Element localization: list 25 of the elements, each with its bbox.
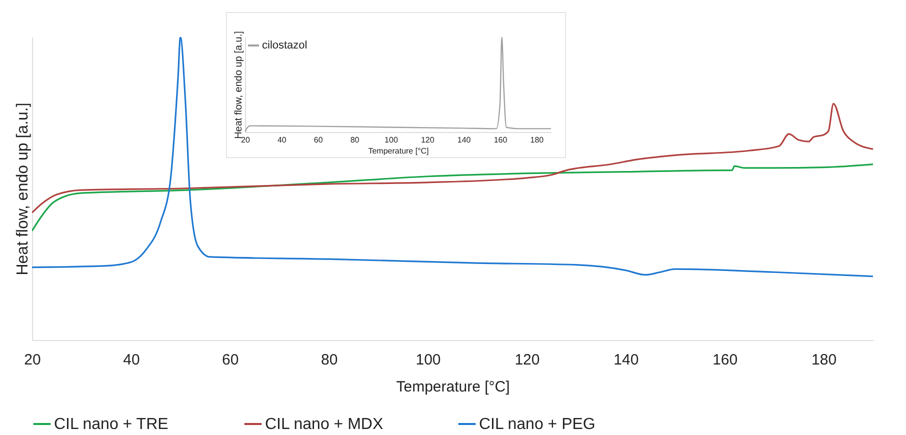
legend-label: CIL nano + TRE: [54, 416, 168, 433]
x-tick-label: 120: [514, 352, 540, 368]
x-tick-label: 60: [314, 136, 324, 144]
x-tick-label: 100: [416, 352, 441, 368]
x-tick-label: 40: [123, 352, 140, 368]
x-tick-label: 160: [712, 352, 738, 368]
x-axis-title: Temperature [°C]: [368, 146, 429, 156]
x-tick-label: 20: [241, 136, 250, 144]
y-axis-title: Heat flow, endo up [a.u.]: [14, 102, 32, 276]
x-tick-label: 120: [420, 136, 435, 144]
legend-label: CIL nano + MDX: [265, 416, 384, 433]
legend-label: CIL nano + PEG: [479, 416, 596, 433]
x-tick-label: 80: [320, 352, 338, 368]
x-tick-label: 100: [384, 136, 398, 144]
x-tick-label: 80: [350, 136, 360, 144]
x-tick-label: 160: [494, 136, 508, 144]
x-tick-label: 140: [614, 352, 639, 368]
legend-label: cilostazol: [262, 40, 308, 52]
x-tick-label: 140: [457, 136, 472, 144]
x-tick-label: 20: [24, 352, 41, 368]
x-tick-label: 180: [530, 136, 544, 144]
x-axis-title: Temperature [°C]: [396, 378, 510, 396]
x-tick-label: 60: [222, 352, 239, 368]
x-tick-label: 180: [812, 352, 837, 368]
x-tick-label: 40: [277, 136, 287, 144]
